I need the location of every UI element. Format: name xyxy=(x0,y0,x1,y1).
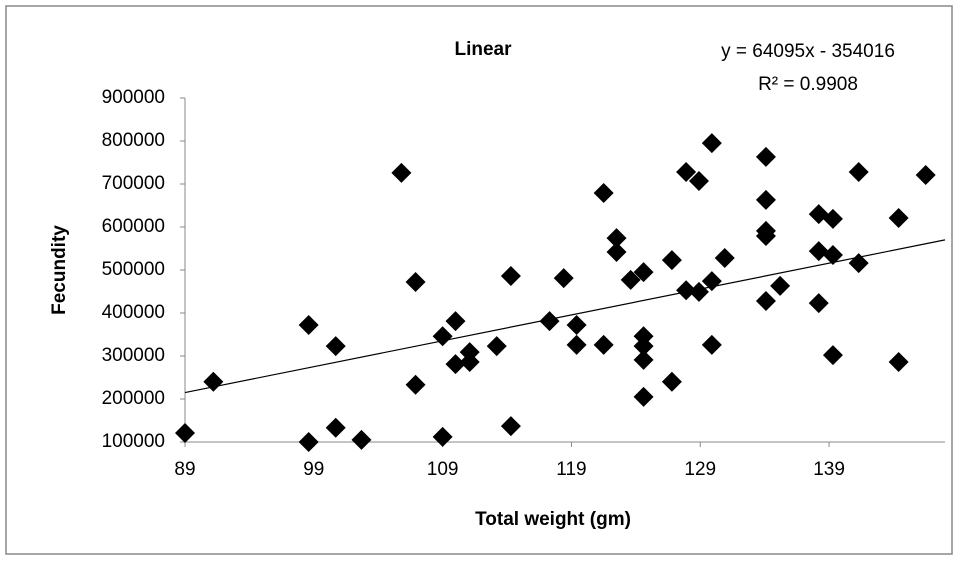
point xyxy=(405,272,426,293)
point xyxy=(915,164,936,185)
point xyxy=(445,311,466,332)
point xyxy=(688,170,709,191)
point xyxy=(822,208,843,229)
point xyxy=(405,374,426,395)
point xyxy=(808,293,829,314)
point xyxy=(661,250,682,271)
point xyxy=(676,161,697,182)
point xyxy=(325,336,346,357)
point xyxy=(701,334,722,355)
point xyxy=(566,334,587,355)
point xyxy=(486,336,507,357)
point xyxy=(298,315,319,336)
equation: y = 64095x - 354016 xyxy=(721,41,895,62)
point xyxy=(325,417,346,438)
point xyxy=(633,262,654,283)
point xyxy=(351,429,372,450)
point xyxy=(539,311,560,332)
point xyxy=(620,269,641,290)
point xyxy=(633,336,654,357)
y-tick-label: 100000 xyxy=(102,431,165,452)
x-tick-label: 99 xyxy=(303,459,324,480)
point xyxy=(298,432,319,452)
point xyxy=(755,146,776,167)
chart-title: Linear xyxy=(454,39,512,60)
x-tick-label: 139 xyxy=(813,459,845,480)
point xyxy=(175,422,195,443)
trendline xyxy=(184,239,946,394)
point xyxy=(566,315,587,336)
point xyxy=(755,226,776,247)
point xyxy=(432,426,453,447)
x-axis-label: Total weight (gm) xyxy=(475,509,631,530)
point xyxy=(888,207,909,228)
point xyxy=(445,354,466,375)
point xyxy=(755,189,776,210)
point xyxy=(701,271,722,292)
point xyxy=(203,371,224,392)
point xyxy=(633,386,654,407)
point xyxy=(822,244,843,265)
point xyxy=(770,275,791,296)
point xyxy=(500,416,521,437)
point xyxy=(391,162,412,183)
chart-frame xyxy=(5,5,953,555)
point xyxy=(633,349,654,370)
point xyxy=(808,241,829,262)
point xyxy=(553,268,574,289)
point xyxy=(755,290,776,311)
y-tick-label: 600000 xyxy=(102,216,165,237)
y-axis-label: Fecundity xyxy=(49,225,70,315)
y-tick-label: 900000 xyxy=(102,87,165,108)
point xyxy=(848,253,869,274)
point xyxy=(822,345,843,366)
point xyxy=(888,352,909,373)
y-tick-label: 200000 xyxy=(102,388,165,409)
point xyxy=(500,266,521,287)
x-tick-label: 109 xyxy=(427,459,459,480)
point xyxy=(701,133,722,154)
point xyxy=(676,280,697,301)
x-tick-label: 89 xyxy=(174,459,195,480)
point xyxy=(459,352,480,373)
point xyxy=(848,161,869,182)
x-tick-label: 129 xyxy=(684,459,716,480)
point xyxy=(606,241,627,262)
y-tick-label: 500000 xyxy=(102,259,165,280)
y-tick-label: 300000 xyxy=(102,345,165,366)
y-tick-label: 800000 xyxy=(102,130,165,151)
r-squared: R² = 0.9908 xyxy=(758,74,858,95)
y-tick-label: 400000 xyxy=(102,302,165,323)
point xyxy=(661,371,682,392)
point xyxy=(593,183,614,204)
point xyxy=(714,247,735,268)
y-tick-label: 700000 xyxy=(102,173,165,194)
x-tick-label: 119 xyxy=(556,459,586,480)
point xyxy=(593,334,614,355)
point xyxy=(432,326,453,347)
point xyxy=(606,228,627,249)
point xyxy=(688,281,709,302)
